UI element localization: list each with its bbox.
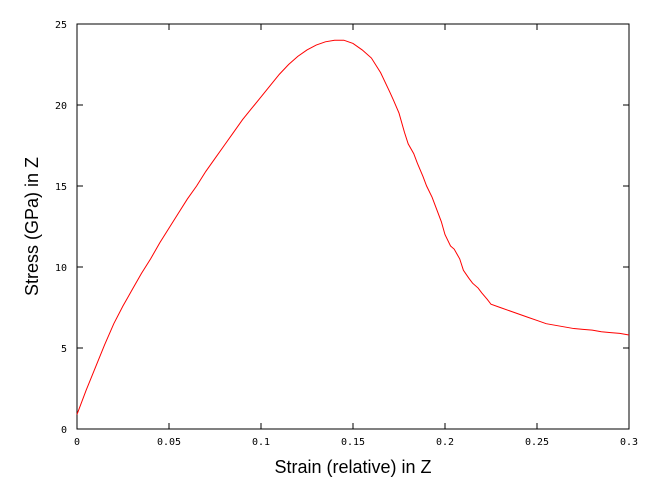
y-axis-title: Stress (GPa) in Z	[22, 157, 42, 296]
stress-curve	[76, 39, 630, 415]
x-tick-label-1: 0.05	[157, 437, 181, 448]
y-tick-label-5: 25	[55, 20, 67, 31]
y-axis-ticks: 0 5 10 15 20 25	[55, 20, 629, 436]
y-tick-label-4: 20	[55, 101, 67, 112]
plot-frame	[76, 23, 630, 430]
y-tick-label-3: 15	[55, 182, 67, 193]
y-tick-label-2: 10	[55, 263, 67, 274]
y-tick-label-0: 0	[61, 425, 67, 436]
x-tick-label-3: 0.15	[341, 437, 365, 448]
x-tick-label-5: 0.25	[525, 437, 549, 448]
x-axis-ticks: 0 0.05 0.1 0.15 0.2 0.25 0.3	[74, 24, 638, 448]
x-axis-title: Strain (relative) in Z	[274, 457, 431, 477]
x-tick-label-2: 0.1	[252, 437, 270, 448]
x-tick-label-4: 0.2	[436, 437, 454, 448]
x-tick-label-6: 0.3	[620, 437, 638, 448]
x-tick-label-0: 0	[74, 437, 80, 448]
y-tick-label-1: 5	[61, 344, 67, 355]
